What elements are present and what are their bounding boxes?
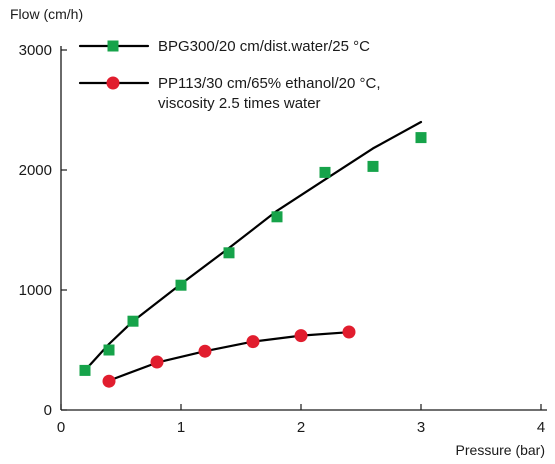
point-series-2-5	[342, 325, 356, 339]
x-tick-label-3: 3	[417, 419, 425, 436]
point-series-1-2	[127, 315, 139, 327]
fit-line-series-2	[107, 331, 351, 382]
y-tick-label-0: 0	[44, 402, 52, 419]
x-tick-label-4: 4	[537, 419, 545, 436]
point-series-1-8	[415, 132, 427, 144]
point-series-2-3	[246, 335, 260, 349]
legend-marker-series-2	[106, 76, 120, 90]
legend-label-series-2: PP113/30 cm/65% ethanol/20 °C,	[158, 75, 381, 92]
fit-line-series-1	[83, 120, 423, 372]
point-series-1-4	[223, 247, 235, 259]
legend: BPG300/20 cm/dist.water/25 °C PP113/30 c…	[78, 38, 381, 112]
legend-label-series-1: BPG300/20 cm/dist.water/25 °C	[158, 38, 370, 55]
y-tick-label-2: 2000	[19, 162, 52, 179]
point-series-1-7	[367, 160, 379, 172]
y-axis-label: Flow (cm/h)	[10, 6, 83, 22]
data-markers	[79, 132, 427, 388]
point-series-1-3	[175, 279, 187, 291]
axes	[60, 46, 547, 411]
point-series-1-1	[103, 344, 115, 356]
x-tick-label-2: 2	[297, 419, 305, 436]
ticks: 0 1 2 3 4 0 1000 2000 3000	[19, 42, 546, 436]
y-tick-label-1: 1000	[19, 282, 52, 299]
point-series-2-4	[294, 329, 308, 343]
legend-marker-series-1	[107, 40, 119, 52]
x-tick-label-1: 1	[177, 419, 185, 436]
x-axis-label: Pressure (bar)	[456, 442, 545, 458]
point-series-2-0	[102, 374, 116, 388]
legend-label-series-2-line-2: viscosity 2.5 times water	[158, 95, 321, 112]
point-series-2-1	[150, 355, 164, 369]
point-series-1-5	[271, 211, 283, 223]
point-series-2-2	[198, 344, 212, 358]
point-series-1-0	[79, 364, 91, 376]
x-tick-label-0: 0	[57, 419, 65, 436]
y-tick-label-3: 3000	[19, 42, 52, 59]
point-series-1-6	[319, 166, 331, 178]
